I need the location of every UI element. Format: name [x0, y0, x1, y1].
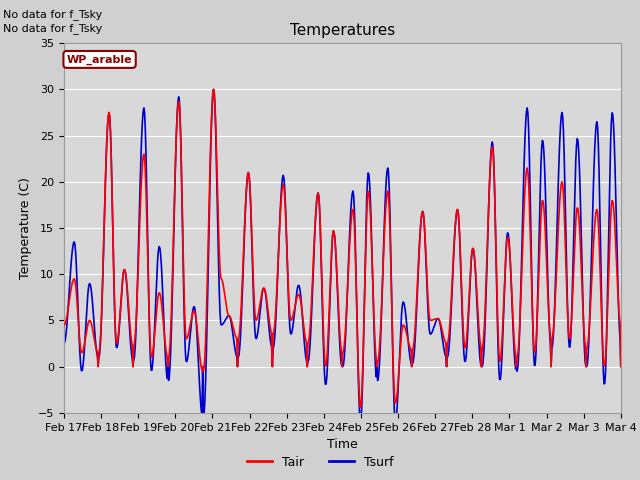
Tsurf — [60, 341, 68, 347]
Tair — [210, 86, 218, 92]
Title: Temperatures: Temperatures — [290, 23, 395, 38]
Line: Tsurf: Tsurf — [64, 89, 621, 421]
Tair — [617, 364, 625, 370]
Text: WP_arable: WP_arable — [67, 54, 132, 64]
Tsurf — [401, 307, 409, 313]
Tsurf — [392, 419, 399, 424]
Tair — [125, 314, 133, 320]
Line: Tair: Tair — [64, 89, 621, 408]
Tsurf — [210, 86, 218, 92]
Tair — [401, 325, 409, 331]
Tsurf — [228, 327, 236, 333]
Tsurf — [277, 192, 285, 198]
Y-axis label: Temperature (C): Temperature (C) — [19, 177, 33, 279]
Text: No data for f_Tsky: No data for f_Tsky — [3, 9, 102, 20]
Tsurf — [617, 364, 625, 370]
Tair — [60, 322, 68, 328]
X-axis label: Time: Time — [327, 438, 358, 451]
Tsurf — [256, 310, 264, 315]
Tair — [356, 405, 364, 410]
Tsurf — [433, 317, 440, 323]
Legend: Tair, Tsurf: Tair, Tsurf — [242, 451, 398, 474]
Tair — [277, 199, 285, 204]
Tair — [228, 321, 236, 327]
Tsurf — [125, 323, 133, 328]
Text: No data for f_Tsky: No data for f_Tsky — [3, 23, 102, 34]
Tair — [433, 316, 440, 322]
Tair — [256, 300, 264, 306]
